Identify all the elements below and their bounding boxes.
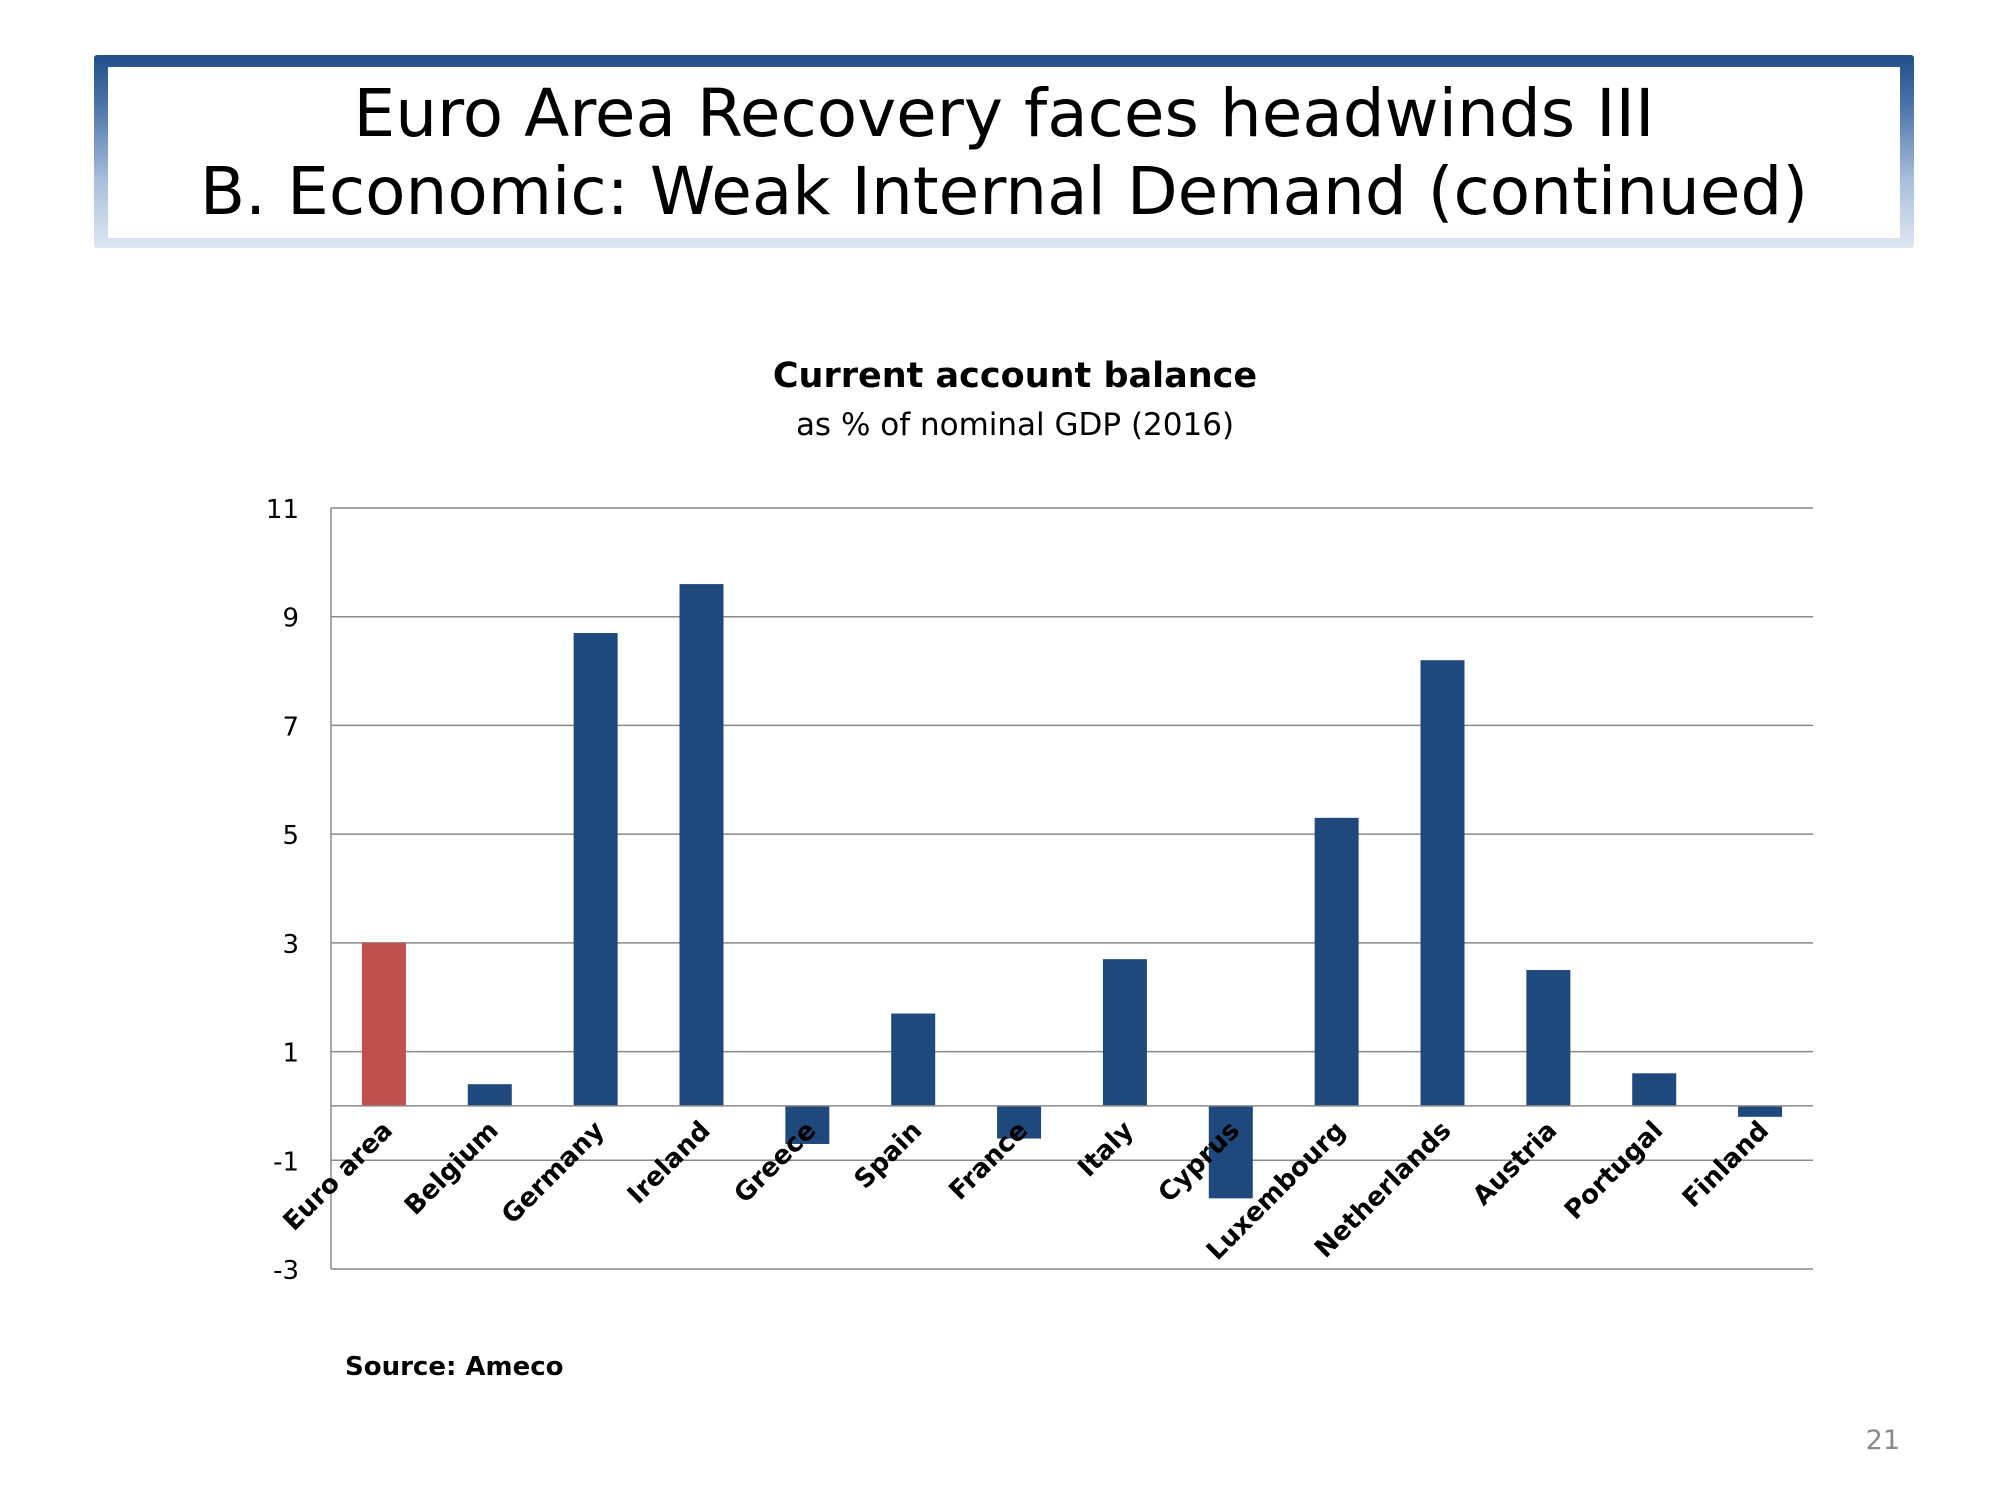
bar: [1420, 660, 1465, 1106]
slide-title-line-1: Euro Area Recovery faces headwinds III: [353, 74, 1655, 152]
x-tick-label: Belgium: [399, 1116, 505, 1222]
bar: [785, 1105, 830, 1144]
chart-title: Current account balance: [772, 356, 1258, 396]
y-tick-label: -1: [273, 1147, 299, 1177]
bar: [1526, 970, 1571, 1106]
x-tick-label: Ireland: [622, 1116, 717, 1211]
x-tick-label: Finland: [1677, 1116, 1775, 1214]
title-inner: Euro Area Recovery faces headwinds III B…: [108, 67, 1900, 238]
chart-subtitle: as % of nominal GDP (2016): [795, 407, 1235, 443]
bar: [997, 1105, 1042, 1139]
bar: [891, 1013, 936, 1106]
x-tick-label: Greece: [729, 1116, 823, 1210]
bar: [679, 584, 724, 1106]
bar: [1314, 817, 1359, 1106]
bar: [1738, 1105, 1783, 1117]
y-tick-label: 11: [266, 495, 299, 525]
x-tick-label: Portugal: [1559, 1116, 1669, 1226]
y-tick-label: 3: [282, 930, 299, 960]
y-tick-label: 1: [282, 1039, 299, 1069]
bar: [467, 1084, 512, 1106]
y-tick-label: 7: [282, 712, 299, 742]
x-tick-label: Spain: [849, 1116, 928, 1195]
bar: [573, 633, 618, 1106]
y-tick-label: 9: [282, 604, 299, 634]
bar: [1632, 1073, 1677, 1106]
x-tick-label: Italy: [1072, 1116, 1140, 1184]
title-box: Euro Area Recovery faces headwinds III B…: [94, 55, 1914, 248]
bar: [361, 942, 406, 1106]
x-tick-label: Germany: [496, 1116, 611, 1231]
y-tick-label: 5: [282, 821, 299, 851]
bar: [1102, 959, 1147, 1106]
slide-title-line-2: B. Economic: Weak Internal Demand (conti…: [199, 152, 1809, 230]
source-note: Source: Ameco: [345, 1352, 564, 1382]
page-number: 21: [1865, 1425, 1900, 1456]
bar: [1208, 1105, 1253, 1199]
x-tick-label: Austria: [1467, 1116, 1563, 1212]
y-tick-label: -3: [273, 1256, 299, 1286]
